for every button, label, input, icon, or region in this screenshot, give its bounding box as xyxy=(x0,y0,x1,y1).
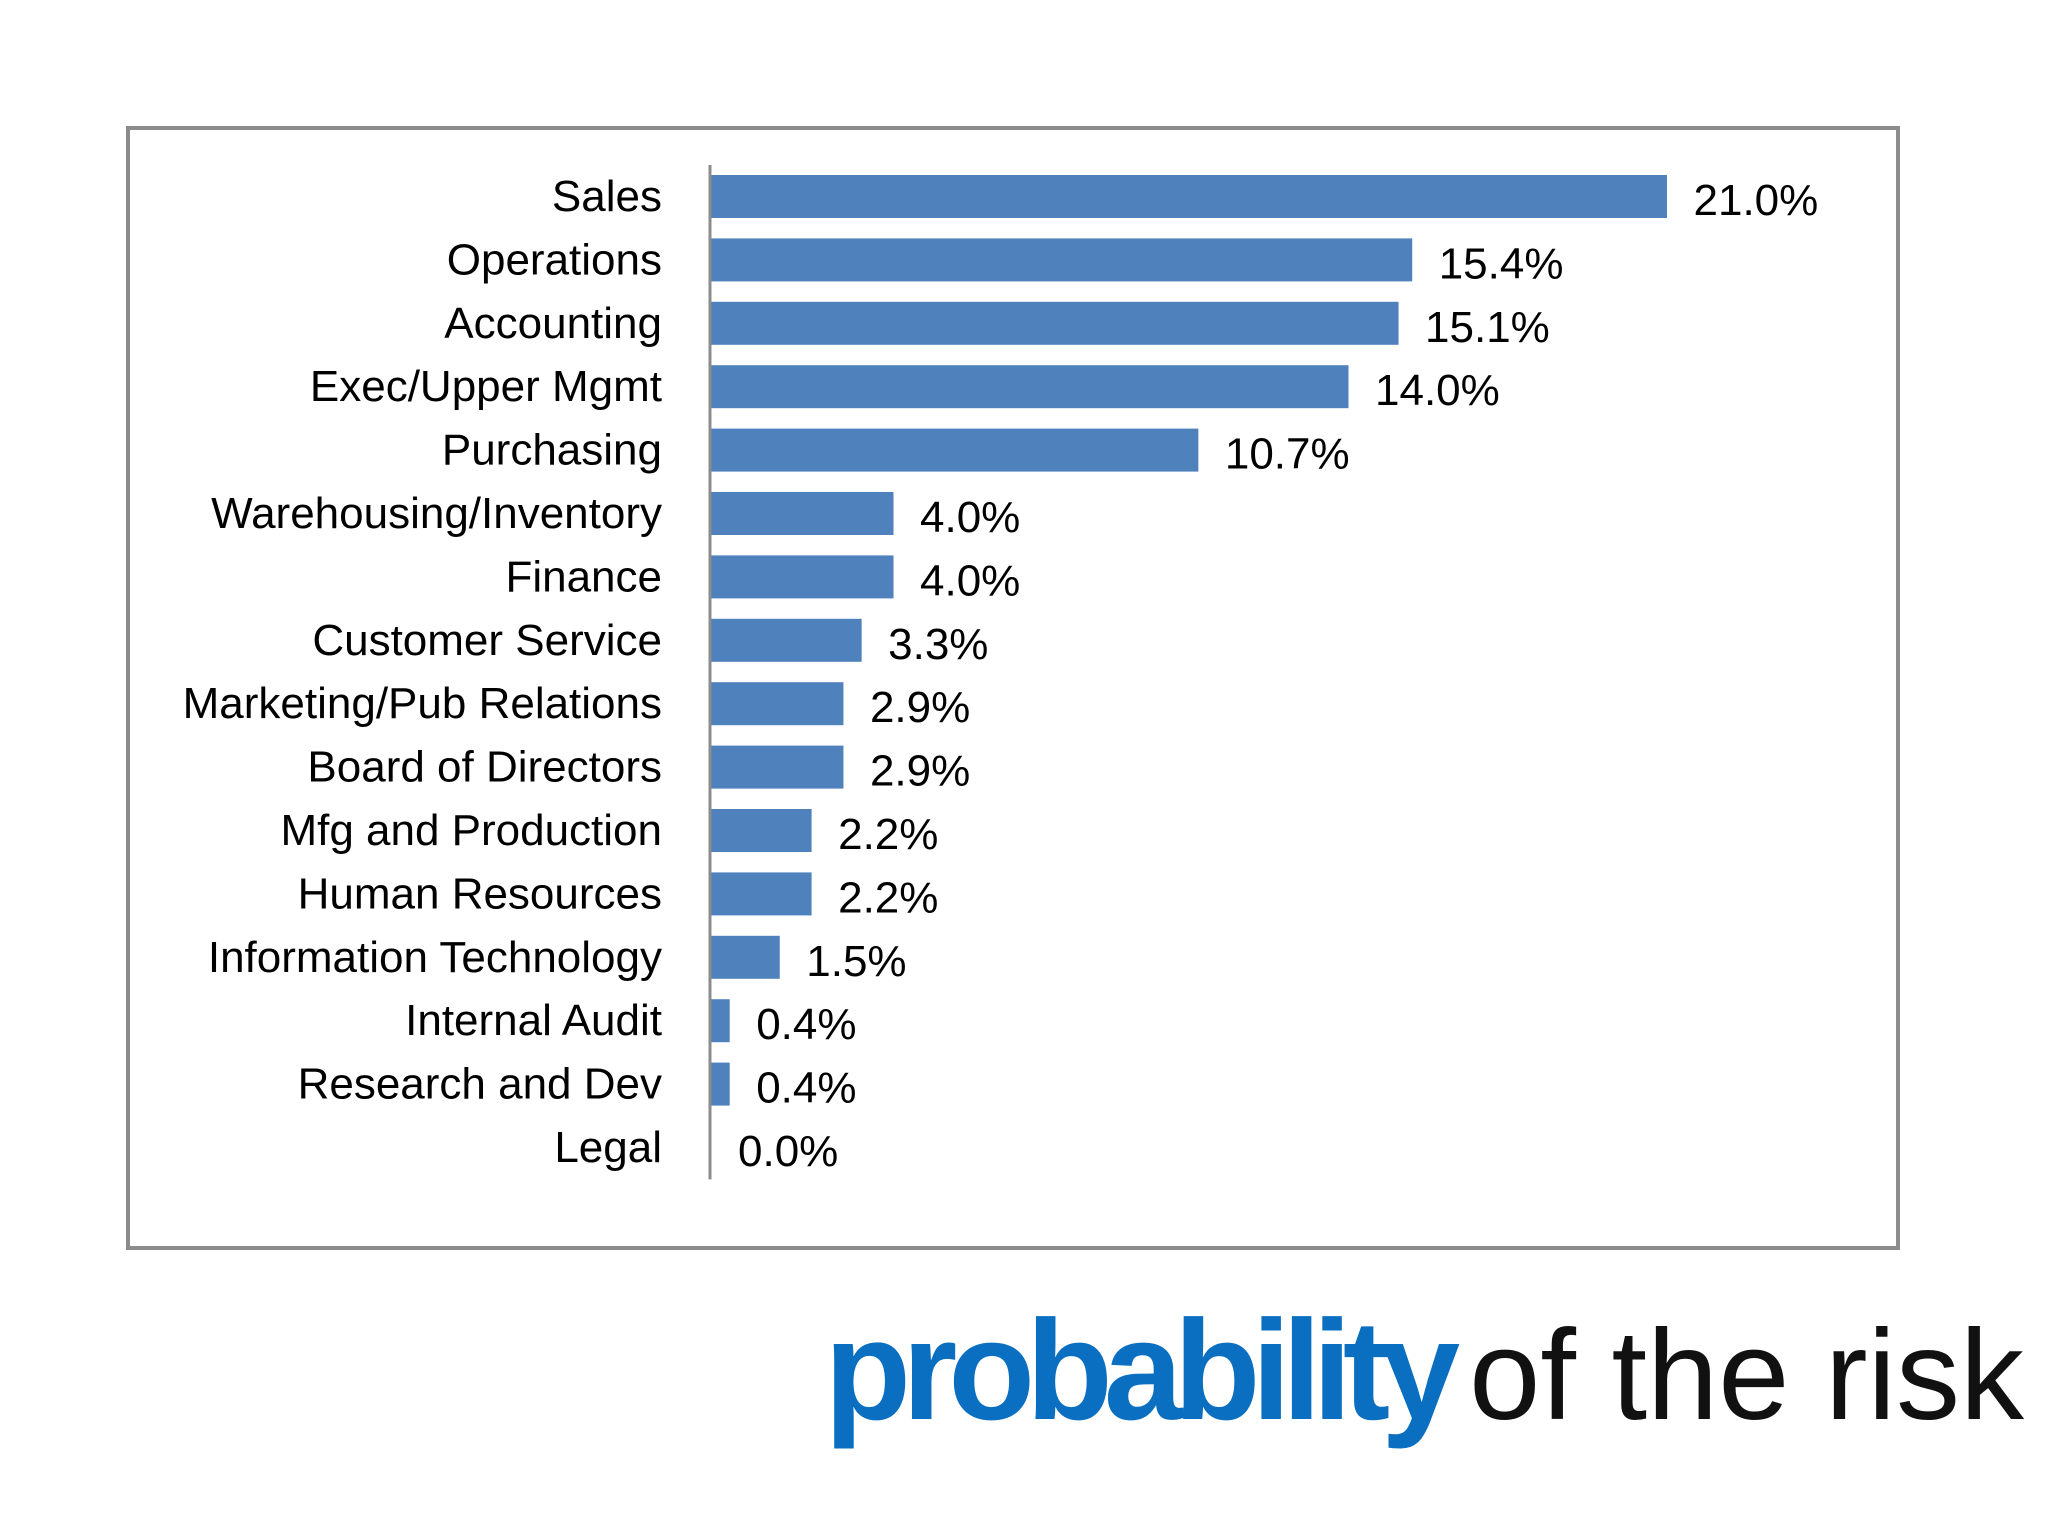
category-label: Operations xyxy=(447,235,662,284)
bar xyxy=(711,745,844,789)
caption-rest: of the risk xyxy=(1469,1304,2024,1447)
data-label: 3.3% xyxy=(888,620,988,669)
bar xyxy=(711,999,730,1043)
bar xyxy=(711,365,1349,409)
data-label: 10.7% xyxy=(1225,430,1350,479)
bar xyxy=(711,238,1413,282)
category-label: Research and Dev xyxy=(298,1060,662,1109)
category-label: Warehousing/Inventory xyxy=(211,489,662,538)
bar xyxy=(711,301,1399,345)
bar xyxy=(711,809,812,852)
bar xyxy=(711,935,780,979)
bar xyxy=(711,492,894,535)
data-label: 4.0% xyxy=(920,556,1020,605)
data-label: 0.4% xyxy=(756,1064,856,1113)
category-label: Exec/Upper Mgmt xyxy=(310,362,662,411)
data-label: 2.9% xyxy=(870,683,970,732)
bar xyxy=(711,428,1199,472)
category-label: Internal Audit xyxy=(405,996,662,1045)
category-label: Customer Service xyxy=(312,616,662,665)
data-label: 0.4% xyxy=(756,1000,856,1049)
data-label: 0.0% xyxy=(738,1127,838,1176)
bar xyxy=(711,555,894,599)
bar xyxy=(711,618,862,662)
data-label: 4.0% xyxy=(920,493,1020,542)
bar xyxy=(711,175,1667,218)
caption-emphasis: probability xyxy=(824,1291,1460,1450)
category-label: Accounting xyxy=(444,299,662,348)
data-label: 1.5% xyxy=(806,937,906,986)
category-label: Information Technology xyxy=(208,933,662,982)
data-label: 21.0% xyxy=(1694,176,1819,225)
data-label: 2.9% xyxy=(870,747,970,796)
category-label: Board of Directors xyxy=(307,743,662,792)
category-label: Purchasing xyxy=(442,426,662,475)
data-label: 14.0% xyxy=(1375,366,1500,415)
category-label: Human Resources xyxy=(298,869,662,918)
category-label: Mfg and Production xyxy=(280,806,662,855)
caption: probability of the risk xyxy=(824,1300,2024,1442)
data-label: 15.1% xyxy=(1425,303,1550,352)
bar xyxy=(711,682,844,726)
data-label: 15.4% xyxy=(1439,239,1564,288)
bar xyxy=(711,872,812,916)
category-label: Sales xyxy=(552,172,662,221)
bar-chart: Sales 21.0% Operations 15.4% Accounting 15.1%… xyxy=(183,165,1819,1180)
data-label: 2.2% xyxy=(838,810,938,859)
category-label: Finance xyxy=(505,552,662,601)
category-label: Marketing/Pub Relations xyxy=(183,679,662,728)
chart-frame: Sales 21.0% Operations 15.4% Accounting 15.1%… xyxy=(126,126,1900,1250)
data-label: 2.2% xyxy=(838,873,938,922)
bar xyxy=(711,1062,730,1106)
category-label: Legal xyxy=(554,1123,662,1172)
